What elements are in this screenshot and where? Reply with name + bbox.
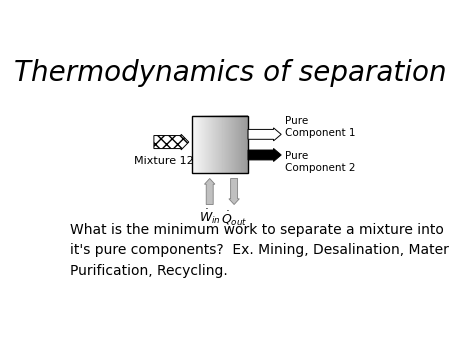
- Text: Thermodynamics of separation: Thermodynamics of separation: [14, 59, 447, 87]
- FancyArrow shape: [248, 128, 281, 141]
- Text: Pure
Component 1: Pure Component 1: [285, 116, 355, 138]
- Text: Mixture 12: Mixture 12: [135, 156, 194, 166]
- FancyArrow shape: [229, 178, 239, 204]
- Text: Pure
Component 2: Pure Component 2: [285, 151, 355, 173]
- Text: $\dot{W}_{in}$: $\dot{W}_{in}$: [199, 207, 220, 226]
- Bar: [192, 116, 248, 173]
- FancyArrow shape: [154, 134, 189, 150]
- Text: What is the minimum work to separate a mixture into
it's pure components?  Ex. M: What is the minimum work to separate a m…: [70, 223, 450, 278]
- FancyArrow shape: [248, 148, 281, 162]
- Text: $\dot{Q}_{out}$: $\dot{Q}_{out}$: [221, 210, 248, 228]
- FancyArrow shape: [204, 178, 215, 204]
